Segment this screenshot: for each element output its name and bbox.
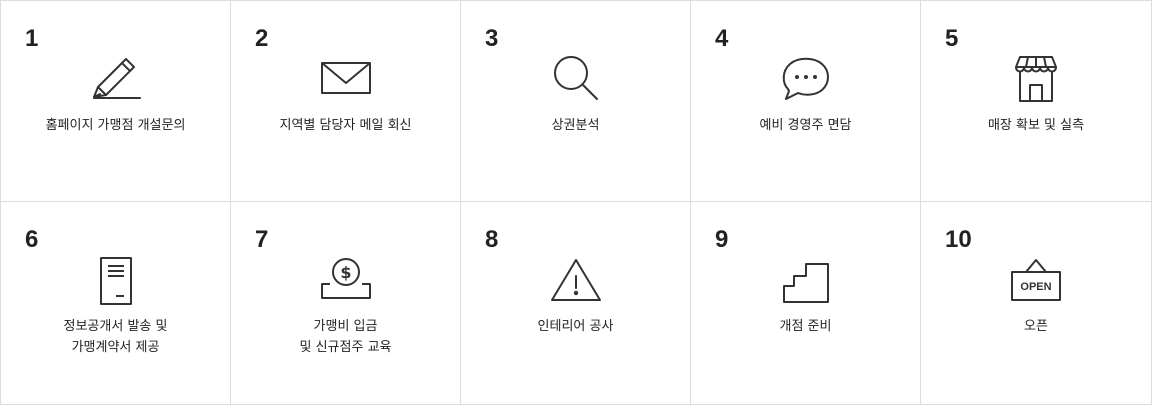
warning-icon — [546, 252, 606, 312]
chat-bubble-icon — [776, 51, 836, 111]
step-label: 오픈 — [1024, 319, 1048, 334]
step-number: 7 — [255, 226, 269, 253]
step-2: 2 지역별 담당자 메일 회신 — [231, 1, 461, 202]
step-4: 4 예비 경영주 면담 — [691, 1, 921, 202]
step-number: 9 — [715, 226, 729, 253]
step-label: 인테리어 공사 — [537, 319, 614, 334]
step-number: 4 — [715, 25, 729, 52]
coin-icon: $ — [316, 252, 376, 312]
document-icon — [86, 252, 146, 312]
step-7: 7 $ 가맹비 입금 및 신규점주 교육 — [231, 202, 461, 404]
step-number: 8 — [485, 226, 499, 253]
svg-text:$: $ — [340, 263, 351, 282]
storefront-icon — [1006, 51, 1066, 111]
step-label: 상권분석 — [551, 118, 600, 133]
step-number: 1 — [25, 25, 39, 52]
step-5: 5 매장 확보 및 실측 — [921, 1, 1151, 202]
step-6: 6 정보공개서 발송 및 가맹계약서 제공 — [1, 202, 231, 404]
step-1: 1 홈페이지 가맹점 개설문의 — [1, 1, 231, 202]
step-label: 예비 경영주 면담 — [759, 118, 852, 133]
step-label: 개점 준비 — [779, 319, 832, 334]
step-label: 지역별 담당자 메일 회신 — [279, 118, 412, 133]
step-number: 2 — [255, 25, 269, 52]
step-10: 10 OPEN 오픈 — [921, 202, 1151, 404]
step-3: 3 상권분석 — [461, 1, 691, 202]
step-label: 매장 확보 및 실측 — [987, 118, 1085, 133]
open-sign-icon: OPEN — [1006, 252, 1066, 312]
step-8: 8 인테리어 공사 — [461, 202, 691, 404]
open-sign-text: OPEN — [1020, 281, 1051, 293]
step-label: 홈페이지 가맹점 개설문의 — [45, 118, 186, 133]
envelope-icon — [316, 51, 376, 111]
step-9: 9 개점 준비 — [691, 202, 921, 404]
step-number: 3 — [485, 25, 499, 52]
step-number: 10 — [945, 226, 972, 253]
magnifier-icon — [546, 51, 606, 111]
pencil-icon — [86, 51, 146, 111]
step-label: 가맹비 입금 및 신규점주 교육 — [299, 319, 392, 355]
stairs-icon — [776, 252, 836, 312]
step-label: 정보공개서 발송 및 가맹계약서 제공 — [63, 319, 168, 355]
step-number: 5 — [945, 25, 959, 52]
step-number: 6 — [25, 226, 39, 253]
